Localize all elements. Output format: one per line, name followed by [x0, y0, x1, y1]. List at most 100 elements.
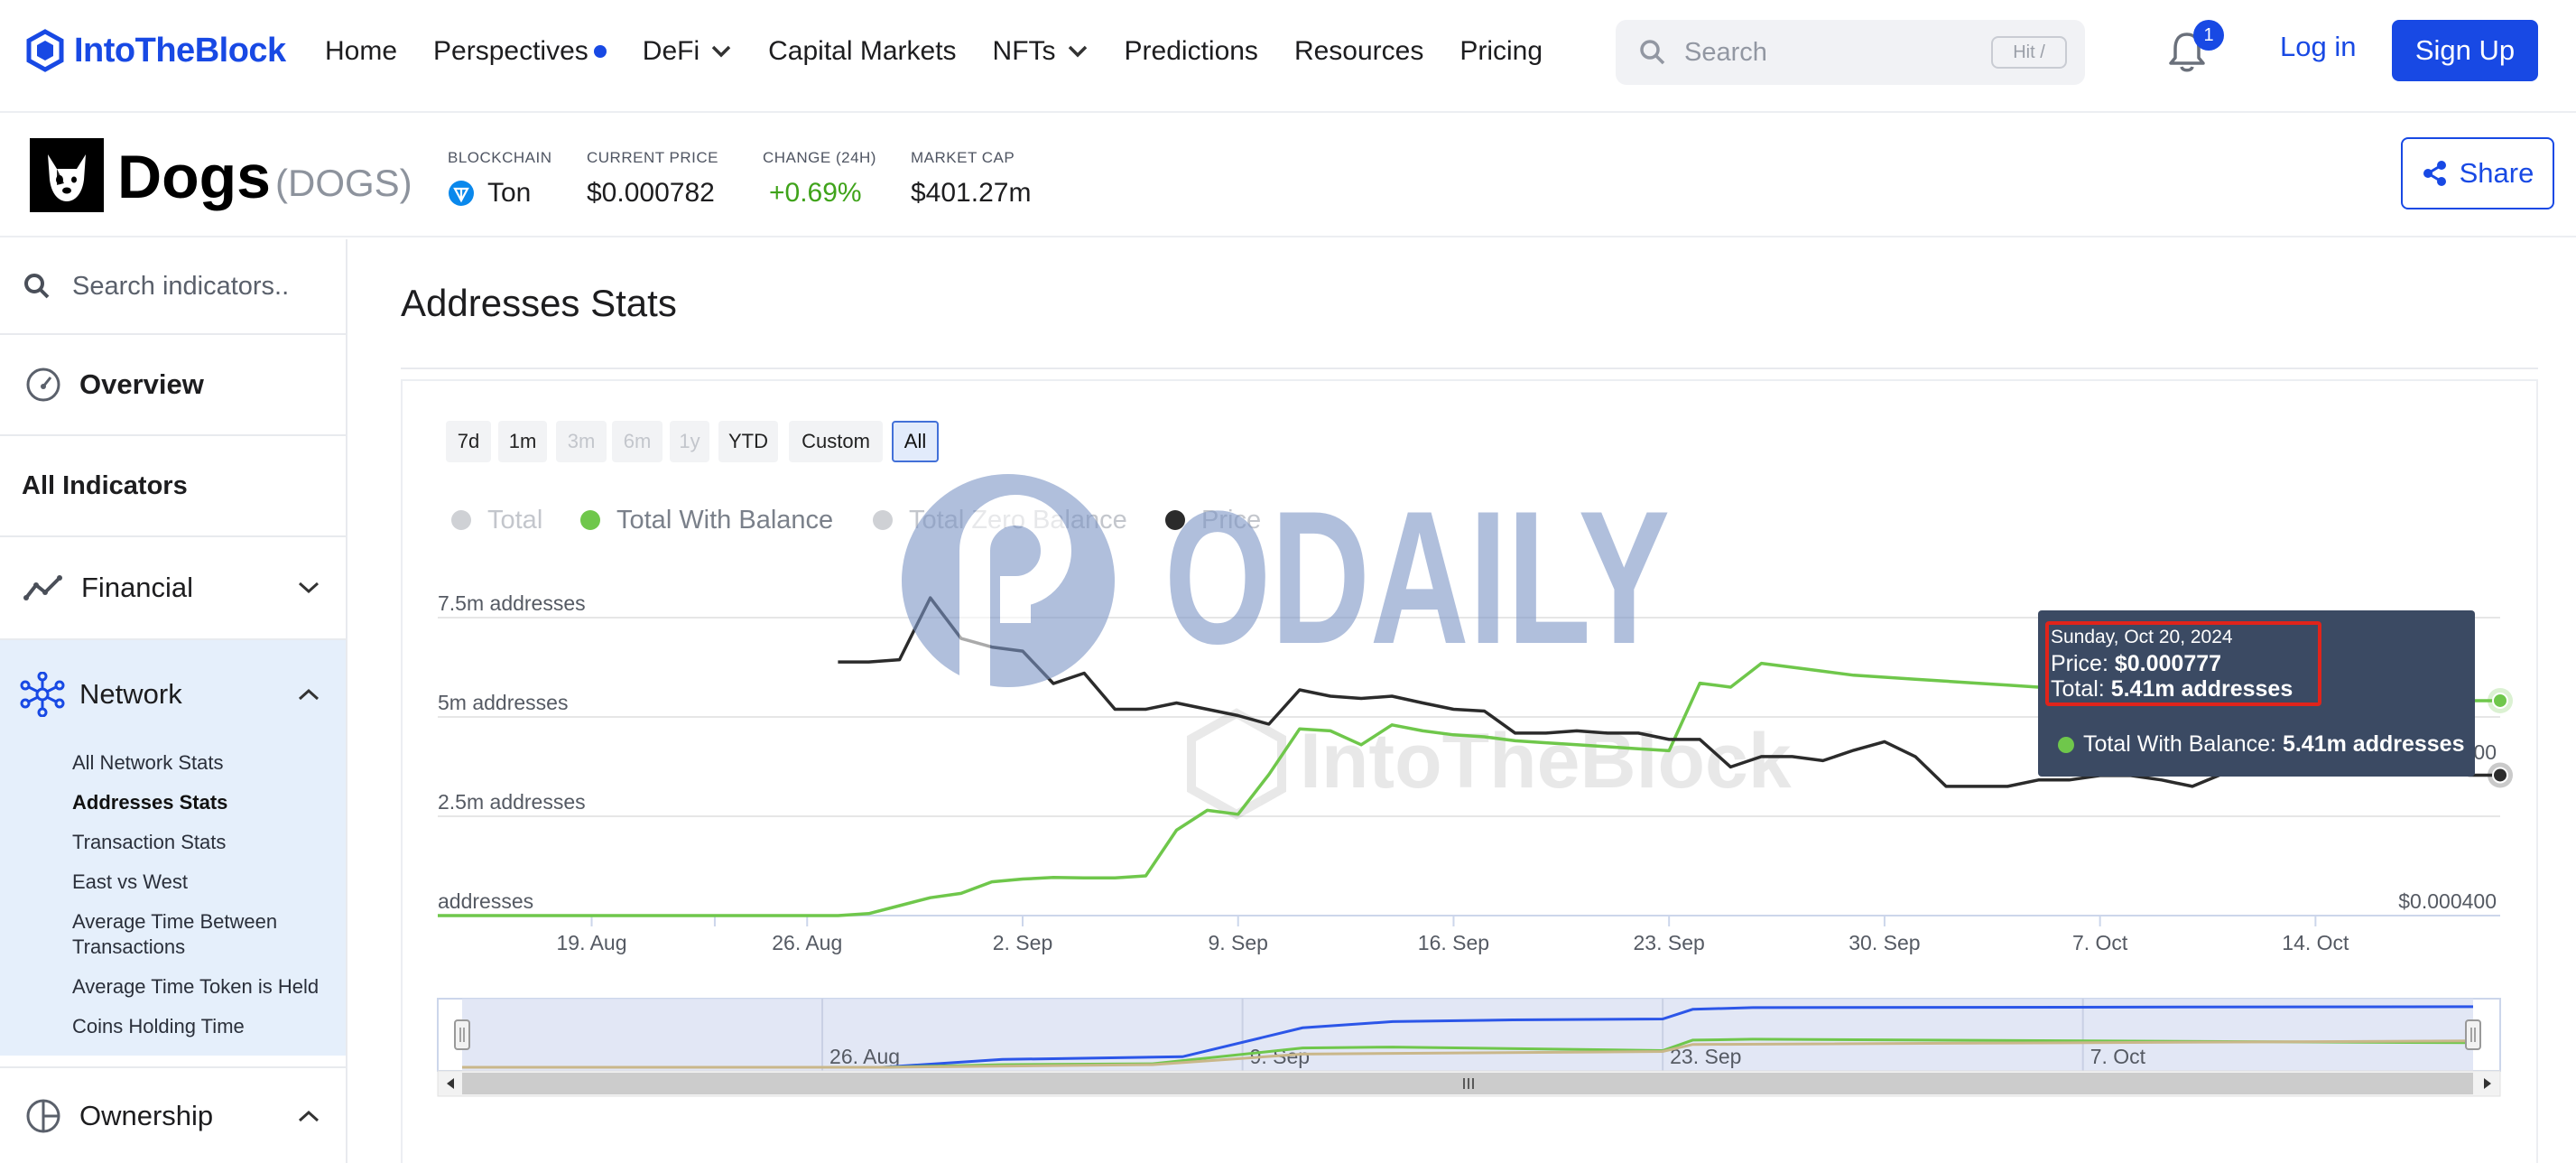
- legend-dot: [580, 510, 600, 530]
- legend-dot: [1165, 510, 1185, 530]
- legend-price[interactable]: Price: [1165, 504, 1261, 536]
- search-icon: [24, 274, 50, 299]
- tooltip-series-value: 5.41m addresses: [2282, 731, 2465, 757]
- tooltip-total-value: 5.41m addresses: [2110, 676, 2293, 702]
- new-indicator-dot: [593, 45, 607, 58]
- legend-label: Price: [1201, 505, 1262, 535]
- indicators-sidebar: Search indicators.. Overview All Indicat…: [0, 239, 347, 1163]
- sidebar-item-financial-label: Financial: [81, 572, 194, 603]
- sidebar-subitem-coins-holding-time[interactable]: Coins Holding Time: [72, 1015, 245, 1037]
- tooltip-series-dot: [2058, 736, 2074, 753]
- indicator-search-placeholder: Search indicators..: [72, 271, 290, 301]
- tooltip-highlight-box: [2045, 621, 2321, 706]
- dogs-token-logo: [30, 138, 104, 212]
- ton-logo-icon: [449, 181, 474, 206]
- sidebar-item-financial[interactable]: Financial: [0, 537, 346, 640]
- chevron-down-icon: [711, 45, 731, 58]
- tooltip-date: Sunday, Oct 20, 2024: [2051, 627, 2233, 647]
- current-price-value: $0.000782: [587, 178, 715, 208]
- sidebar-item-network[interactable]: Network: [0, 640, 346, 749]
- nav-capital-markets-label: Capital Markets: [768, 36, 957, 66]
- range-7d-button[interactable]: 7d: [446, 421, 491, 462]
- range-6m-button[interactable]: 6m: [612, 421, 663, 462]
- sidebar-subitem-addresses-stats[interactable]: Addresses Stats: [72, 791, 228, 814]
- nav-defi-label: DeFi: [642, 36, 700, 66]
- tooltip-total-label: Total:: [2051, 676, 2111, 702]
- nav-nfts-label: NFTs: [992, 36, 1056, 66]
- share-button[interactable]: Share: [2401, 137, 2554, 209]
- network-nodes-icon: [20, 672, 65, 717]
- share-icon: [2423, 161, 2446, 186]
- change-24h-label: CHANGE (24H): [763, 149, 876, 166]
- blockchain-name: Ton: [487, 178, 532, 208]
- legend-label: Total: [487, 505, 543, 535]
- legend-total-with-balance[interactable]: Total With Balance: [580, 504, 833, 536]
- sidebar-subitem-east-vs-west[interactable]: East vs West: [72, 870, 188, 893]
- range-1y-button[interactable]: 1y: [670, 421, 709, 462]
- sidebar-item-all-indicators[interactable]: All Indicators: [0, 436, 346, 537]
- sidebar-item-ownership-label: Ownership: [79, 1099, 214, 1131]
- nav-predictions-label: Predictions: [1124, 36, 1258, 66]
- login-link[interactable]: Log in: [2280, 31, 2357, 62]
- range-ytd-button[interactable]: YTD: [718, 421, 778, 462]
- nav-home[interactable]: Home: [325, 36, 397, 67]
- notification-count-badge: 1: [2193, 20, 2224, 51]
- sidebar-subitem-avg-time-token-held[interactable]: Average Time Token is Held: [72, 975, 320, 998]
- token-name: Dogs: [117, 143, 271, 211]
- chevron-down-icon: [1068, 45, 1087, 58]
- sidebar-item-all-indicators-label: All Indicators: [22, 470, 188, 500]
- chevron-up-icon: [298, 688, 320, 701]
- legend-label: Total With Balance: [616, 505, 834, 535]
- nav-nfts[interactable]: NFTs: [993, 36, 1089, 67]
- nav-perspectives[interactable]: Perspectives: [433, 36, 607, 67]
- blockchain-label: BLOCKCHAIN: [448, 149, 552, 166]
- token-symbol: (DOGS): [275, 162, 412, 204]
- chart-tooltip: Sunday, Oct 20, 2024 Price: $0.000777 To…: [2038, 610, 2475, 777]
- current-price-label: CURRENT PRICE: [587, 149, 718, 166]
- legend-label: Total Zero Balance: [909, 505, 1127, 535]
- legend-total-zero-balance[interactable]: Total Zero Balance: [873, 504, 1127, 536]
- sidebar-item-overview-label: Overview: [79, 368, 204, 400]
- search-icon: [1640, 40, 1665, 65]
- title-divider: [401, 368, 2538, 369]
- legend-dot: [873, 510, 893, 530]
- sidebar-section-network: Network: [0, 640, 346, 1056]
- nav-pricing-label: Pricing: [1459, 36, 1543, 66]
- sidebar-subitem-all-network-stats[interactable]: All Network Stats: [72, 751, 224, 774]
- range-1m-button[interactable]: 1m: [498, 421, 547, 462]
- nav-pricing[interactable]: Pricing: [1459, 36, 1543, 67]
- tooltip-price: Price: $0.000777: [2051, 651, 2221, 677]
- signup-button[interactable]: Sign Up: [2392, 20, 2538, 81]
- sidebar-item-network-label: Network: [79, 678, 182, 710]
- range-custom-button[interactable]: Custom: [789, 421, 883, 462]
- nav-defi[interactable]: DeFi: [643, 36, 732, 67]
- sidebar-subitem-transaction-stats[interactable]: Transaction Stats: [72, 831, 227, 853]
- range-all-button[interactable]: All: [892, 421, 939, 462]
- token-header: Dogs (DOGS) BLOCKCHAIN Ton CURRENT PRICE…: [0, 115, 2576, 237]
- main-menu: Home Perspectives DeFi Capital Markets N…: [325, 27, 1579, 76]
- nav-resources[interactable]: Resources: [1294, 36, 1423, 67]
- chevron-up-icon: [298, 1110, 320, 1121]
- share-label: Share: [2459, 157, 2534, 189]
- sidebar-item-ownership[interactable]: Ownership: [0, 1066, 346, 1163]
- page-title: Addresses Stats: [401, 282, 677, 324]
- market-cap-label: MARKET CAP: [911, 149, 1015, 166]
- pie-chart-icon: [26, 1099, 60, 1132]
- global-search-input[interactable]: Search Hit /: [1616, 20, 2085, 85]
- trend-chart-icon: [23, 575, 62, 600]
- sidebar-item-overview[interactable]: Overview: [0, 335, 346, 436]
- range-3m-button[interactable]: 3m: [556, 421, 607, 462]
- nav-predictions[interactable]: Predictions: [1125, 36, 1258, 67]
- nav-home-label: Home: [325, 36, 398, 66]
- search-shortcut-hint: Hit /: [1991, 36, 2067, 69]
- tooltip-price-label: Price:: [2051, 651, 2115, 676]
- nav-capital-markets[interactable]: Capital Markets: [768, 36, 956, 67]
- brand-logo[interactable]: IntoTheBlock: [25, 23, 286, 78]
- change-24h-value: +0.69%: [769, 178, 862, 208]
- chevron-down-icon: [298, 582, 320, 594]
- legend-total[interactable]: Total: [451, 504, 542, 536]
- sidebar-subitem-avg-time-between-transactions[interactable]: Average Time Between Transactions: [72, 910, 278, 958]
- indicator-search-input[interactable]: Search indicators..: [0, 239, 346, 335]
- top-navigation: IntoTheBlock Home Perspectives DeFi Capi…: [0, 0, 2576, 113]
- tooltip-total: Total: 5.41m addresses: [2051, 676, 2293, 702]
